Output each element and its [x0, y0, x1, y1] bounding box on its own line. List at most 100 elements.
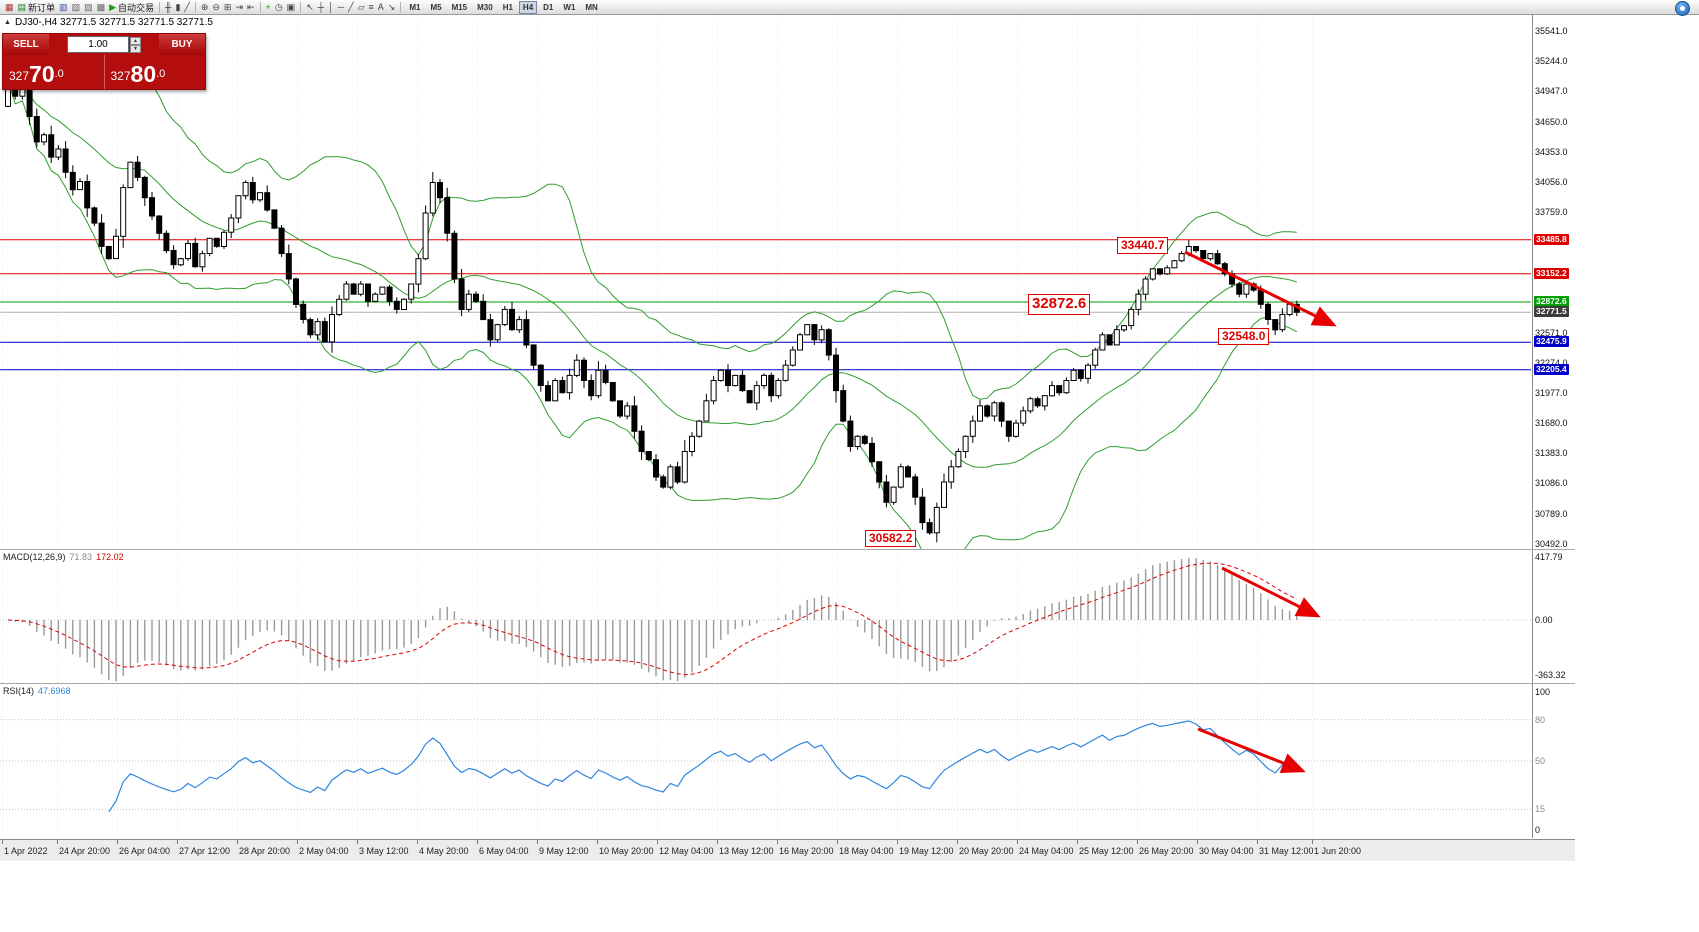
time-tick: [957, 840, 958, 844]
buy-price[interactable]: 327 80.0: [110, 61, 166, 87]
price-tag: 32872.6: [1534, 296, 1569, 308]
navigator-icon[interactable]: ▨: [84, 1, 93, 12]
sell-button[interactable]: SELL: [3, 34, 49, 55]
timeframe-mn-button[interactable]: MN: [585, 2, 598, 12]
main-chart-pane[interactable]: ▲ DJ30-,H4 32771.5 32771.5 32771.5 32771…: [0, 15, 1531, 549]
time-tick-label: 30 May 04:00: [1199, 846, 1254, 856]
toolbar-separator: [300, 1, 302, 13]
macd-pane[interactable]: MACD(12,26,9) 71.83 172.02: [0, 550, 1531, 683]
price-tag: 32205.4: [1534, 363, 1569, 375]
trend-arrow-annotation[interactable]: [1184, 250, 1337, 327]
one-click-collapse-icon[interactable]: ▲: [4, 19, 11, 26]
pane-separator[interactable]: [0, 549, 1575, 550]
text-icon[interactable]: A: [377, 1, 384, 12]
time-tick-label: 27 Apr 12:00: [179, 846, 231, 856]
macd-axis-zero: 0.00: [1535, 615, 1553, 625]
price-label-annotation[interactable]: 32548.0: [1218, 328, 1270, 345]
toolbar-separator: [159, 1, 161, 13]
auto-scroll-icon[interactable]: ⇥: [235, 1, 243, 12]
price-tick-label: 34947.0: [1535, 86, 1568, 97]
chart-window-icon[interactable]: ▦: [5, 1, 14, 12]
time-tick: [177, 840, 178, 844]
price-tick-label: 32274.0: [1535, 357, 1568, 368]
rsi-line: [108, 720, 1298, 813]
time-tick-label: 6 May 04:00: [479, 846, 529, 856]
indicators-icon[interactable]: +: [265, 1, 271, 12]
price-tick-label: 31383.0: [1535, 448, 1568, 459]
timeframe-w1-button[interactable]: W1: [563, 2, 576, 12]
terminal-icon[interactable]: ▩: [96, 1, 106, 12]
vertical-line-icon[interactable]: │: [328, 1, 334, 12]
price-tick-label: 30789.0: [1535, 508, 1568, 519]
volume-input[interactable]: [67, 36, 129, 53]
periods-icon[interactable]: ◷: [274, 1, 283, 12]
time-tick-label: 10 May 20:00: [599, 846, 654, 856]
autotrade-icon[interactable]: ▶ 自动交易: [109, 1, 155, 13]
cursor-icon[interactable]: ↖: [306, 1, 314, 12]
time-tick-label: 26 Apr 04:00: [119, 846, 171, 856]
floating-badge-icon[interactable]: [1675, 1, 1690, 16]
time-tick: [2, 840, 3, 844]
timeframe-m15-button[interactable]: M15: [451, 2, 468, 12]
price-tick-label: 35244.0: [1535, 56, 1568, 67]
data-window-icon[interactable]: ▧: [71, 1, 81, 12]
time-tick-label: 2 May 04:00: [299, 846, 349, 856]
timeframe-m1-button[interactable]: M1: [409, 2, 421, 12]
timeframe-m5-button[interactable]: M5: [430, 2, 442, 12]
zoom-out-icon[interactable]: ⊖: [212, 1, 220, 12]
arrows-icon[interactable]: ↘: [387, 1, 396, 12]
time-tick-label: 20 May 20:00: [959, 846, 1014, 856]
new-order-icon[interactable]: ▤ 新订单: [17, 1, 56, 13]
macd-trend-arrow-annotation[interactable]: [1221, 566, 1321, 618]
line-chart-icon[interactable]: ╱: [184, 1, 190, 12]
price-tick-label: 33759.0: [1535, 207, 1568, 218]
timeframe-m30-button[interactable]: M30: [477, 2, 493, 12]
volume-up-button[interactable]: ▲: [130, 36, 141, 45]
rsi-pane[interactable]: RSI(14) 47.6968: [0, 684, 1531, 838]
time-tick: [237, 840, 238, 844]
horizontal-line-icon[interactable]: ─: [337, 1, 345, 12]
market-watch-icon[interactable]: ▥: [59, 1, 68, 12]
timeframe-h4-button[interactable]: H4: [518, 0, 538, 14]
time-tick-label: 25 May 12:00: [1079, 846, 1134, 856]
zoom-in-icon[interactable]: ⊕: [200, 1, 209, 12]
price-axis[interactable]: 35541.0 35244.0 34947.0 34650.0 34353.0 34056…: [1532, 15, 1576, 549]
tile-windows-icon[interactable]: ⊞: [223, 1, 232, 12]
trendline-icon[interactable]: ╱: [348, 1, 354, 12]
time-tick-label: 1 Jun 20:00: [1314, 846, 1362, 856]
price-label-annotation[interactable]: 32872.6: [1028, 294, 1091, 315]
fibonacci-icon[interactable]: ≡: [368, 1, 374, 12]
timeframe-d1-button[interactable]: D1: [543, 2, 554, 12]
buy-button[interactable]: BUY: [159, 34, 205, 55]
symbol-period-label: DJ30-,H4: [15, 17, 58, 28]
price-label-annotation[interactable]: 30582.2: [865, 530, 917, 547]
price-tag: 33485.8: [1534, 233, 1569, 245]
chart-shift-icon[interactable]: ⇤: [247, 1, 255, 12]
time-tick: [357, 840, 358, 844]
sell-price[interactable]: 327 70.0: [3, 55, 105, 89]
channel-icon[interactable]: ▱: [357, 1, 365, 12]
timeframe-h1-button[interactable]: H1: [502, 2, 513, 12]
time-tick: [717, 840, 718, 844]
time-tick-label: 1 Apr 2022: [4, 846, 48, 856]
time-tick: [1077, 840, 1078, 844]
time-tick-label: 3 May 12:00: [359, 846, 409, 856]
rsi-level-label: 50: [1535, 756, 1546, 766]
candles: [5, 72, 1300, 543]
crosshair-icon[interactable]: ┼: [317, 1, 325, 12]
time-tick: [537, 840, 538, 844]
templates-icon[interactable]: ▣: [286, 1, 296, 12]
time-axis[interactable]: 1 Apr 2022 24 Apr 20:00 26 Apr 04:00 27 Apr…: [0, 839, 1575, 861]
macd-title: MACD(12,26,9) 71.83 172.02: [3, 552, 124, 562]
volume-down-button[interactable]: ▼: [130, 44, 141, 53]
candle-chart-icon[interactable]: ▮: [175, 1, 181, 12]
rsi-trend-arrow-annotation[interactable]: [1197, 727, 1306, 773]
macd-axis[interactable]: 417.79 0.00 -363.32: [1532, 550, 1576, 683]
price-label-annotation[interactable]: 33440.7: [1117, 237, 1169, 254]
rsi-axis[interactable]: 100 0 80 50 15: [1532, 684, 1576, 838]
bar-chart-icon[interactable]: ╫: [165, 1, 172, 12]
bollinger-middle-band: [7, 80, 1297, 468]
pane-separator[interactable]: [0, 683, 1575, 684]
rsi-title: RSI(14) 47.6968: [3, 686, 71, 696]
price-tick-label: 35541.0: [1535, 26, 1568, 37]
